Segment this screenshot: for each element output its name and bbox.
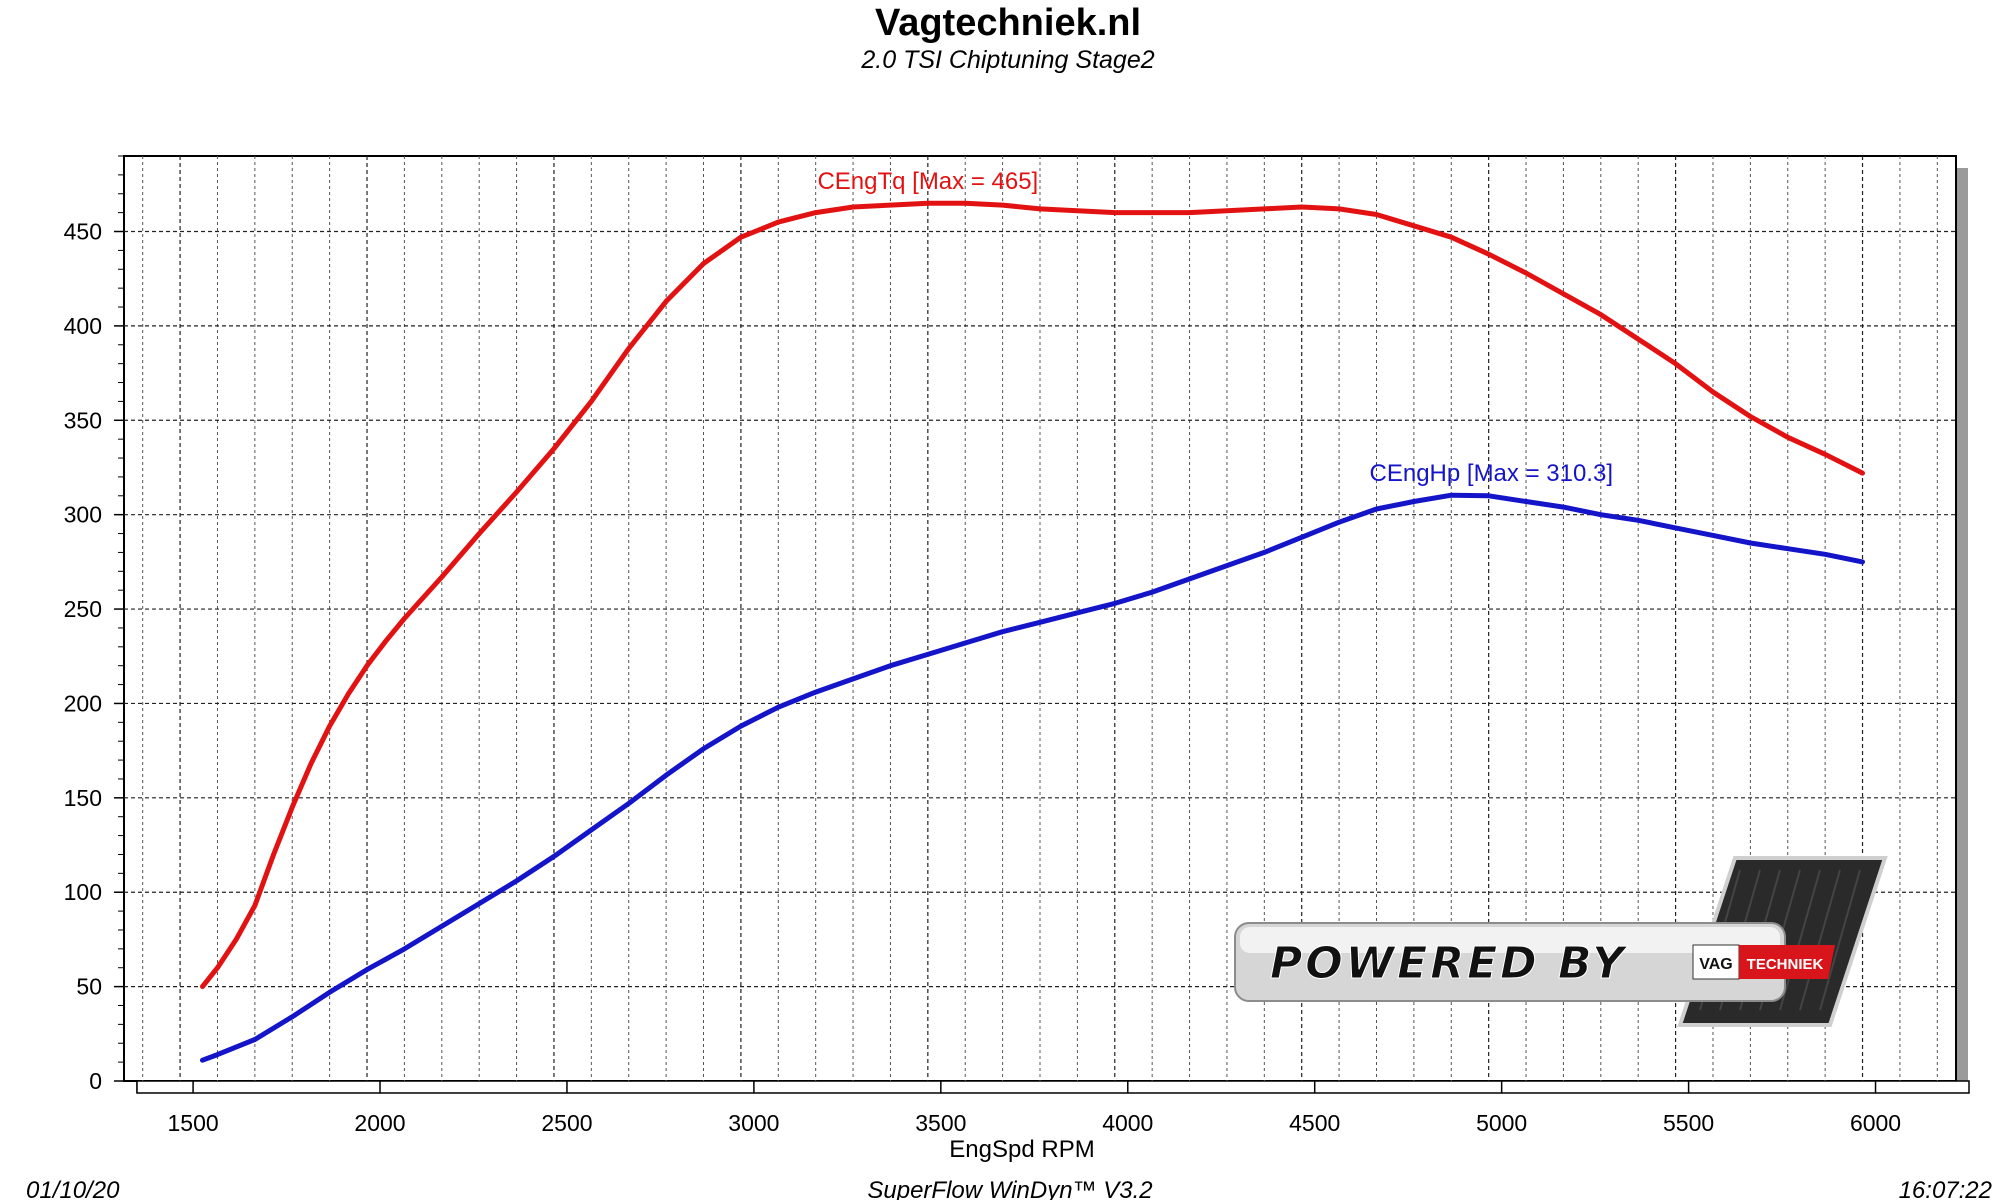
y-tick-label: 450 [64, 219, 102, 245]
footer-date: 01/10/20 [26, 1177, 120, 1200]
chart-title: Vagtechniek.nl [875, 2, 1141, 44]
y-tick-label: 50 [76, 974, 102, 1000]
series-group: CEngTq [Max = 465] CEngHp [Max = 310.3] [200, 168, 1865, 1063]
x-tick-label: 6000 [1850, 1110, 1901, 1136]
y-tick-label: 350 [64, 407, 102, 433]
y-tick-label: 200 [64, 690, 102, 716]
y-tick-label: 250 [64, 596, 102, 622]
x-tick-label: 4500 [1289, 1110, 1340, 1136]
series-line-CEngHp [200, 492, 1865, 1063]
x-tick-label: 2000 [354, 1110, 405, 1136]
logo-badge-right [1739, 945, 1835, 979]
x-tick-label: 3000 [728, 1110, 779, 1136]
logo-badge-techniek: TECHNIEK [1747, 956, 1824, 973]
chart-subtitle: 2.0 TSI Chiptuning Stage2 [860, 46, 1154, 74]
powered-by-logo: POWERED BY VAG TECHNIEK [1234, 856, 1888, 1027]
y-tick-label: 100 [64, 879, 102, 905]
logo-badge-vag: VAG [1699, 956, 1732, 973]
x-axis-label: EngSpd RPM [949, 1136, 1094, 1163]
x-tick-label: 3500 [915, 1110, 966, 1136]
y-tick-label: 150 [64, 785, 102, 811]
x-axis-box [136, 1080, 1970, 1094]
x-axis-ticks: 1500 2000 2500 3000 3500 4000 4500 5000 5500 6000 [167, 1081, 1901, 1136]
x-tick-label: 5000 [1476, 1110, 1527, 1136]
y-axis-ticks: 0 50 100 150 200 250 300 350 400 450 [64, 155, 124, 1094]
x-tick-label: 1500 [167, 1110, 218, 1136]
x-tick-label: 5500 [1663, 1110, 1714, 1136]
x-tick-label: 2500 [541, 1110, 592, 1136]
series-line-CEngTq [200, 200, 1865, 990]
y-tick-label: 300 [64, 502, 102, 528]
footer-software: SuperFlow WinDyn™ V3.2 [867, 1177, 1152, 1200]
series-label-CEngTq: CEngTq [Max = 465] [817, 168, 1038, 195]
logo-powered-by-text: POWERED BY [1270, 938, 1628, 989]
footer-time: 16:07:22 [1899, 1177, 1992, 1200]
y-tick-label: 0 [89, 1068, 102, 1094]
x-tick-label: 4000 [1102, 1110, 1153, 1136]
series-label-CEngHp: CEngHp [Max = 310.3] [1370, 460, 1613, 487]
y-tick-label: 400 [64, 313, 102, 339]
logo-silver-highlight [1240, 927, 1780, 953]
